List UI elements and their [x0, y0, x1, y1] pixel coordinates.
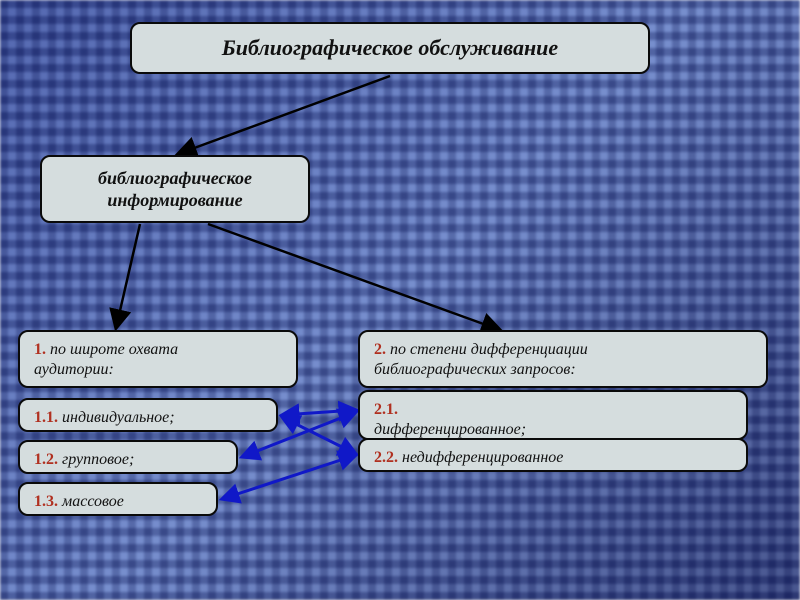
- diagram-canvas: Библиографическое обслуживание библиограф…: [0, 0, 800, 600]
- node-i21: 2.1. дифференцированное;: [358, 390, 748, 440]
- node-info: библиографическоеинформирование: [40, 155, 310, 223]
- node-i11: 1.1. индивидуальное;: [18, 398, 278, 432]
- node-cat1: 1. по широте охвата аудитории:: [18, 330, 298, 388]
- node-i13: 1.3. массовое: [18, 482, 218, 516]
- node-root: Библиографическое обслуживание: [130, 22, 650, 74]
- node-i22: 2.2. недифференцированное: [358, 438, 748, 472]
- node-i12: 1.2. групповое;: [18, 440, 238, 474]
- node-cat2: 2. по степени дифференциации библиографи…: [358, 330, 768, 388]
